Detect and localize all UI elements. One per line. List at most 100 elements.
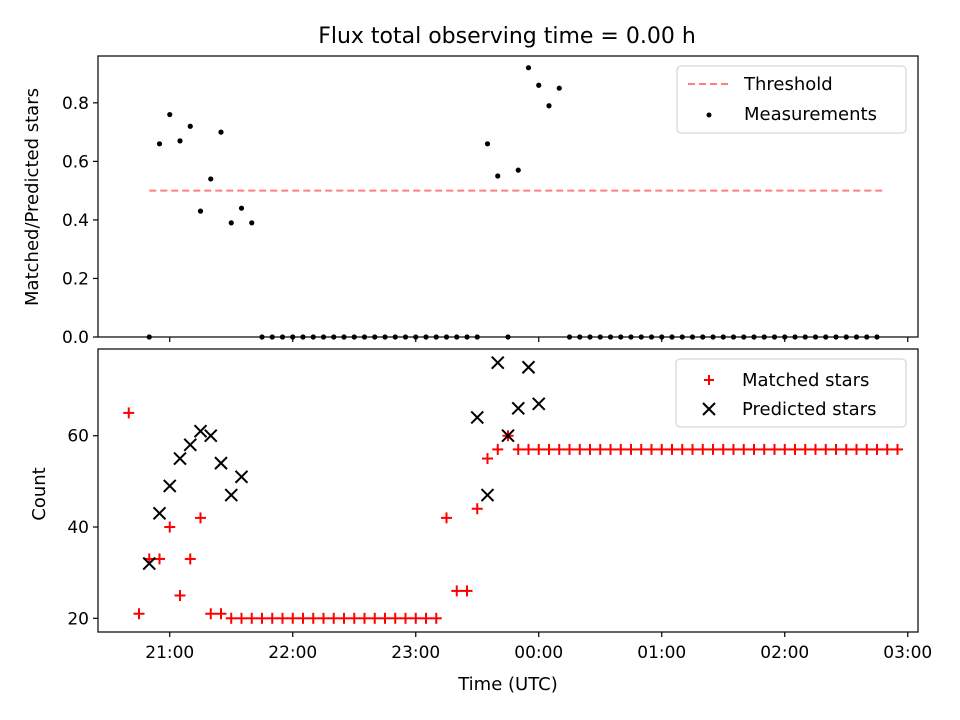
matched-star-point [369,612,381,624]
matched-star-point [656,443,668,455]
matched-star-point [205,608,217,620]
matched-star-point [482,453,493,465]
matched-star-point [748,443,760,455]
matched-star-point [174,589,186,601]
legend-measurements-swatch [706,112,712,118]
measurement-point [208,176,214,182]
legend-matched-swatch [704,375,714,385]
x-tick-label: 02:00 [760,643,809,663]
matched-star-point [318,612,329,624]
matched-star-point [430,612,442,624]
bottom-x-axis: 21:00 22:00 23:00 00:00 01:00 02:00 03:00 [145,632,932,663]
matched-star-point [420,612,432,624]
measurement-point [218,129,224,135]
predicted-star-point [142,556,156,571]
predicted-star-point [193,424,208,438]
matched-star-point [389,612,401,624]
measurement-point [515,167,521,173]
legend-threshold-label: Threshold [743,74,833,95]
predicted-star-point [183,438,197,452]
y-tick-label: 60 [67,427,89,447]
matched-star-point [492,443,504,455]
matched-star-point [297,612,309,624]
y-tick-label: 0.8 [62,94,89,114]
top-legend: Threshold Measurements [676,65,907,134]
bottom-legend-box [675,358,907,428]
matched-star-point [871,443,883,455]
y-tick-label: 0.4 [62,211,89,231]
matched-star-point [164,521,176,533]
predicted-star-point [163,479,177,493]
matched-star-point [195,512,206,524]
predicted-star-point [152,506,167,521]
y-tick-label: 40 [67,518,89,538]
matched-star-point [615,443,627,455]
predicted-star-point [234,470,249,484]
matched-star-point [461,585,473,597]
x-tick-label: 00:00 [514,643,563,663]
top-legend-box [676,65,907,134]
predicted-star-point [532,397,546,411]
matched-star-point [400,612,411,624]
matched-star-point [676,443,688,455]
predicted-star-point [214,456,228,470]
predicted-star-point [204,429,218,443]
matched-star-point [861,443,873,455]
x-tick-label: 23:00 [391,643,440,663]
matched-star-point [359,612,370,624]
matched-star-point [512,443,524,455]
legend-measurements-label: Measurements [744,104,877,125]
x-axis-label: Time (UTC) [457,674,558,695]
matched-star-point [184,553,196,565]
matched-star-point [225,612,237,624]
predicted-star-points [142,355,546,571]
top-y-axis-label: Matched/Predicted stars [22,88,43,306]
top-panel: 0.00.20.40.60.8 Matched/Predicted stars … [22,55,919,348]
matched-star-point [133,608,145,620]
predicted-star-point [501,429,515,443]
predicted-star-point [491,355,505,370]
matched-star-point [881,443,893,455]
matched-star-point [635,443,647,455]
matched-star-point [830,443,842,455]
matched-star-point [687,443,698,455]
matched-star-point [666,443,678,455]
matched-star-point [338,612,350,624]
matched-star-point [348,612,360,624]
matched-star-point [266,612,278,624]
matched-star-point [154,553,165,565]
matched-star-point [441,512,452,524]
matched-star-point [523,443,534,455]
matched-star-point [820,443,832,455]
bottom-y-axis: 20 40 60 [67,427,98,629]
predicted-star-point [521,360,536,374]
measurement-point [177,138,183,144]
matched-star-point [717,443,729,455]
matched-star-point [584,443,596,455]
measurement-point [197,208,204,214]
measurement-point [238,205,245,211]
top-plot-frame [97,55,919,338]
matched-star-points [123,407,903,624]
matched-star-point [810,443,821,455]
matched-star-point [769,443,780,455]
matched-star-point [625,443,637,455]
predicted-star-point [470,410,484,425]
measurement-point [495,173,501,179]
matched-star-point [236,612,247,624]
matched-star-point [215,608,227,620]
measurement-point [249,220,255,226]
x-tick-label: 21:00 [145,643,194,663]
x-tick-label: 03:00 [883,643,932,663]
matched-star-point [328,612,340,624]
y-tick-label: 0.0 [62,328,89,348]
matched-star-point [892,443,903,455]
measurement-point [536,82,542,88]
bottom-plot-frame [97,348,919,633]
matched-star-point [256,612,268,624]
matched-star-point [697,443,709,455]
matched-star-point [564,443,575,455]
figure-title: Flux total observing time = 0.00 h [318,24,696,49]
matched-star-point [779,443,791,455]
